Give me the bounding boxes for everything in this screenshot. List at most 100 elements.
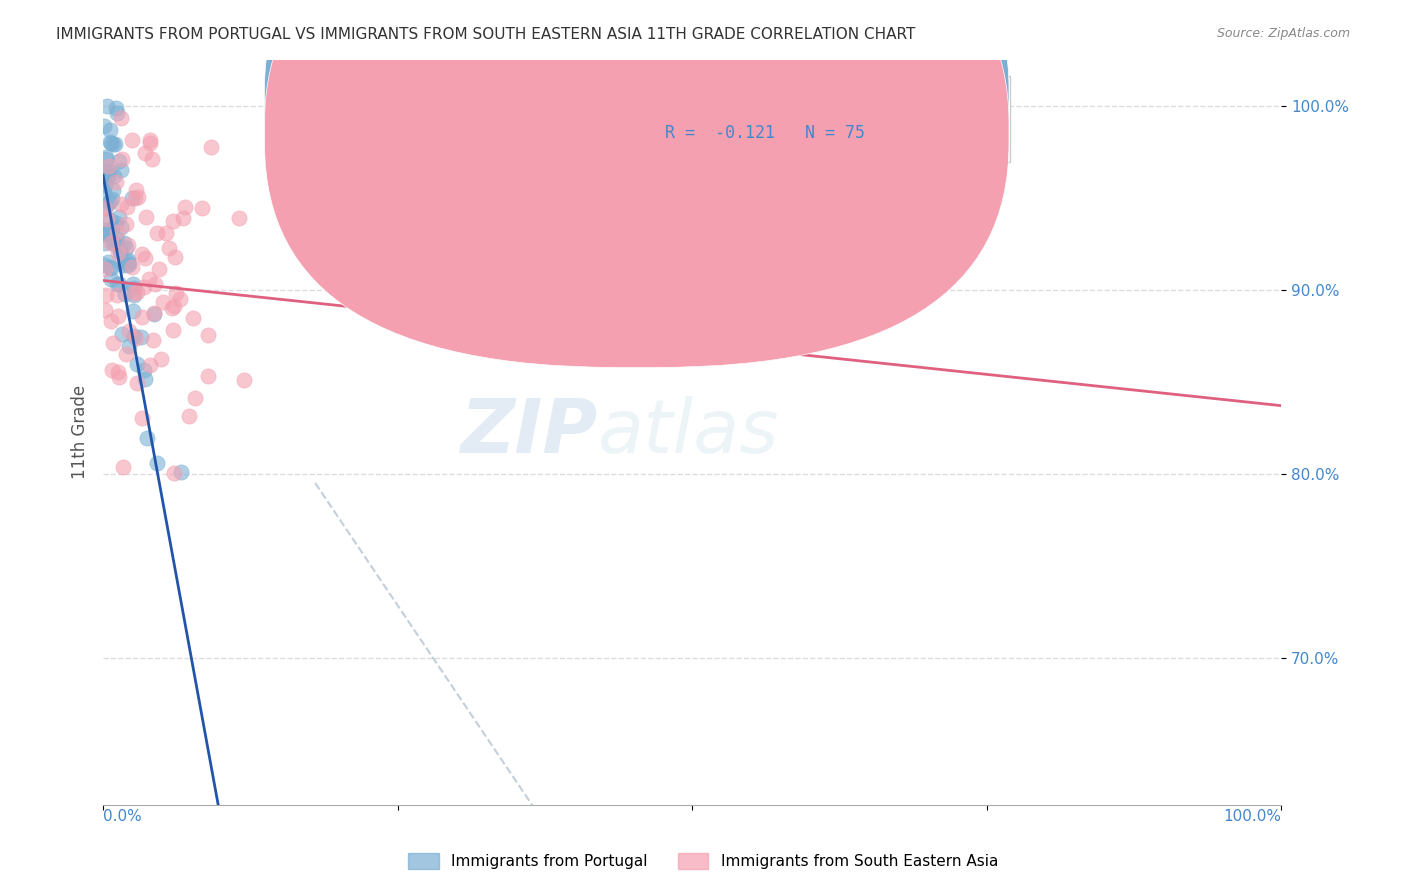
Point bbox=[138, 136, 160, 151]
Point bbox=[233, 373, 256, 387]
Point bbox=[96, 211, 118, 226]
Point bbox=[94, 303, 117, 318]
Point bbox=[93, 186, 115, 201]
Text: atlas: atlas bbox=[598, 396, 779, 468]
Point bbox=[143, 277, 166, 292]
Point bbox=[172, 211, 194, 225]
Point bbox=[150, 351, 173, 366]
Point bbox=[200, 140, 222, 154]
Text: 100.0%: 100.0% bbox=[1223, 809, 1281, 824]
Point bbox=[98, 164, 121, 178]
Point bbox=[191, 201, 214, 215]
Point bbox=[105, 105, 128, 120]
Point bbox=[134, 145, 156, 160]
Point bbox=[98, 159, 121, 173]
Point bbox=[122, 285, 145, 300]
Text: 0.0%: 0.0% bbox=[103, 809, 142, 824]
Point bbox=[165, 250, 187, 264]
Point bbox=[184, 391, 207, 405]
Point bbox=[101, 236, 124, 251]
Point bbox=[96, 288, 118, 302]
Point bbox=[145, 227, 167, 241]
Point bbox=[148, 262, 170, 277]
Point bbox=[122, 328, 145, 343]
Point bbox=[125, 183, 148, 197]
Point bbox=[108, 277, 131, 291]
Text: R =  -0.121   N = 75: R = -0.121 N = 75 bbox=[665, 124, 865, 143]
Point bbox=[94, 235, 117, 250]
Point bbox=[107, 246, 129, 260]
Point bbox=[197, 369, 219, 384]
Point bbox=[98, 123, 121, 137]
Point bbox=[110, 163, 132, 178]
Point bbox=[143, 307, 166, 321]
Point bbox=[134, 280, 156, 294]
Point bbox=[105, 277, 128, 291]
Point bbox=[121, 303, 143, 318]
Point bbox=[108, 370, 131, 384]
Point bbox=[179, 409, 201, 423]
Point bbox=[108, 210, 131, 224]
Point bbox=[94, 262, 117, 277]
Point bbox=[108, 245, 131, 260]
Point bbox=[105, 231, 128, 245]
Point bbox=[104, 101, 127, 115]
FancyBboxPatch shape bbox=[598, 76, 1010, 161]
Point bbox=[111, 258, 134, 272]
Point bbox=[98, 135, 121, 149]
Point bbox=[117, 258, 139, 272]
Point bbox=[121, 133, 143, 147]
Point bbox=[136, 430, 159, 444]
Point bbox=[146, 456, 169, 470]
Point bbox=[165, 286, 187, 301]
FancyBboxPatch shape bbox=[264, 0, 1010, 334]
Point bbox=[115, 201, 138, 215]
Point bbox=[105, 225, 128, 239]
Point bbox=[104, 236, 127, 251]
Point bbox=[108, 153, 131, 168]
Legend: Immigrants from Portugal, Immigrants from South Eastern Asia: Immigrants from Portugal, Immigrants fro… bbox=[402, 847, 1004, 875]
Point bbox=[124, 191, 146, 205]
Point bbox=[114, 217, 136, 231]
Point bbox=[174, 200, 197, 214]
Point bbox=[100, 192, 122, 206]
Point bbox=[100, 235, 122, 250]
Point bbox=[93, 119, 115, 133]
Point bbox=[162, 301, 184, 315]
Point bbox=[110, 219, 132, 234]
Point bbox=[124, 331, 146, 345]
Point bbox=[135, 211, 157, 225]
Point bbox=[121, 191, 143, 205]
Point bbox=[162, 323, 184, 337]
Point bbox=[100, 314, 122, 328]
Point bbox=[100, 272, 122, 286]
Point bbox=[103, 137, 125, 152]
Point bbox=[94, 178, 117, 192]
Point bbox=[101, 222, 124, 236]
Point bbox=[100, 136, 122, 150]
Text: IMMIGRANTS FROM PORTUGAL VS IMMIGRANTS FROM SOUTH EASTERN ASIA 11TH GRADE CORREL: IMMIGRANTS FROM PORTUGAL VS IMMIGRANTS F… bbox=[56, 27, 915, 42]
Point bbox=[100, 261, 122, 276]
Point bbox=[105, 175, 128, 189]
Point bbox=[114, 241, 136, 255]
Point bbox=[141, 152, 163, 166]
Point bbox=[107, 309, 129, 323]
Point bbox=[134, 251, 156, 265]
Point bbox=[197, 328, 219, 343]
Point bbox=[98, 260, 121, 274]
Point bbox=[117, 238, 139, 252]
Point bbox=[93, 222, 115, 236]
Point bbox=[103, 183, 125, 197]
Point bbox=[96, 226, 118, 240]
Point bbox=[111, 326, 134, 341]
Point bbox=[96, 164, 118, 178]
Point bbox=[94, 167, 117, 181]
Point bbox=[127, 376, 149, 390]
Y-axis label: 11th Grade: 11th Grade bbox=[72, 385, 89, 479]
Point bbox=[152, 295, 174, 310]
Point bbox=[114, 286, 136, 301]
Point bbox=[94, 201, 117, 215]
Point bbox=[107, 365, 129, 379]
Point bbox=[139, 133, 162, 147]
Text: Source: ZipAtlas.com: Source: ZipAtlas.com bbox=[1216, 27, 1350, 40]
